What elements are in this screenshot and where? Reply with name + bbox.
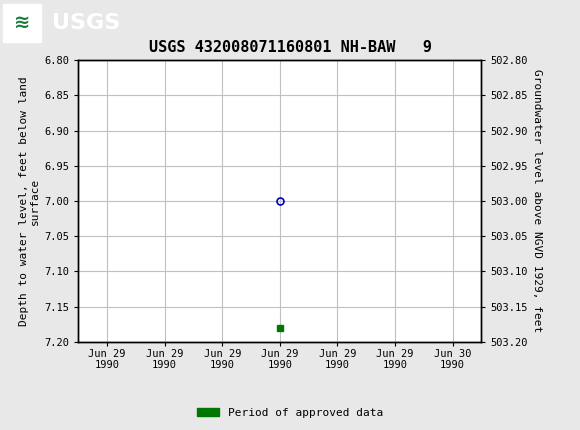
Y-axis label: Groundwater level above NGVD 1929, feet: Groundwater level above NGVD 1929, feet (532, 69, 542, 333)
Y-axis label: Depth to water level, feet below land
surface: Depth to water level, feet below land su… (19, 76, 40, 326)
Text: USGS: USGS (52, 12, 121, 33)
Bar (3, 3, 41, 42)
Text: ≋: ≋ (14, 13, 30, 32)
Legend: Period of approved data: Period of approved data (193, 403, 387, 422)
Text: USGS 432008071160801 NH-BAW   9: USGS 432008071160801 NH-BAW 9 (148, 40, 432, 55)
